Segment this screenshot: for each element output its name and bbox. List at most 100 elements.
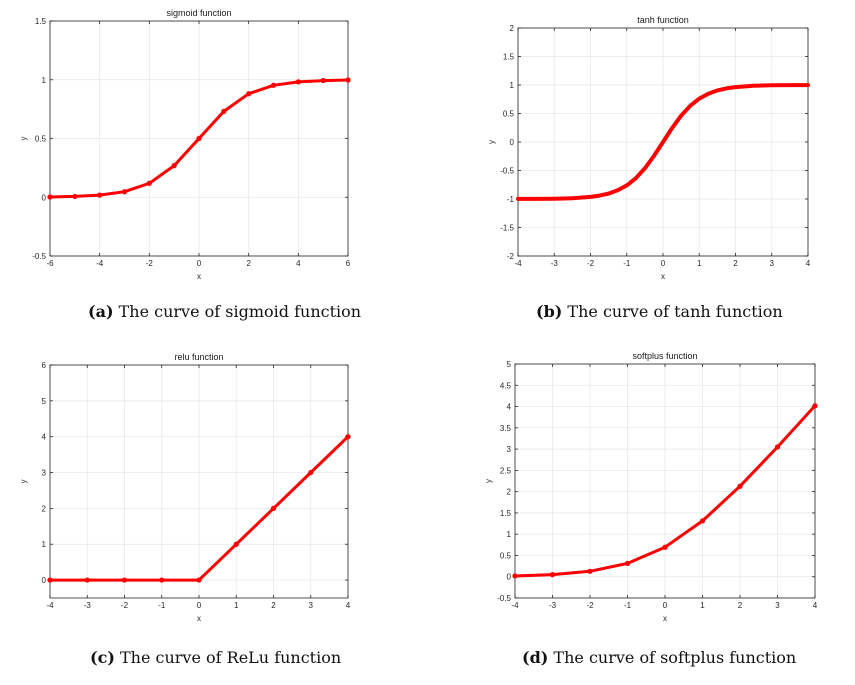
relu-point-4: [196, 577, 202, 583]
sigmoid-point-0: [47, 194, 53, 200]
softplus-xtick-label-6: 2: [738, 601, 743, 610]
softplus-ytick-label-10: 4.5: [500, 381, 512, 390]
softplus-xtick-label-0: -4: [511, 601, 519, 610]
relu-point-5: [233, 541, 239, 547]
tanh-series-line: [516, 83, 810, 201]
softplus-ytick-label-11: 5: [507, 360, 512, 369]
tanh-chart: -4 -3 -2 -1 0 1 2 3 4 -2 -1.5 -1 -0.5 0 0.5 1 1.5 2 x y tanh…: [487, 15, 811, 281]
relu-point-3: [159, 577, 165, 583]
tanh-xtick-label-8: 4: [806, 259, 811, 268]
tanh-xtick-label-1: -3: [551, 259, 559, 268]
softplus-point-3: [624, 560, 631, 567]
softplus-xtick-label-1: -3: [549, 601, 557, 610]
softplus-xtick-label-3: -1: [624, 601, 632, 610]
softplus-point-5: [699, 518, 706, 524]
tanh-ytick-label-8: 2: [510, 24, 515, 33]
caption-a: (a) The curve of sigmoid function: [88, 302, 361, 321]
relu-xtick-label-8: 4: [346, 601, 351, 610]
relu-xtick-label-5: 1: [234, 601, 239, 610]
relu-xtick-label-7: 3: [309, 601, 314, 610]
softplus-ytick-label-9: 4: [507, 403, 512, 412]
caption-c: (c) The curve of ReLu function: [90, 648, 341, 667]
relu-xtick-label-0: -4: [46, 601, 54, 610]
softplus-title: softplus function: [632, 351, 697, 361]
softplus-ytick-label-5: 2: [507, 488, 512, 497]
caption-d: (d) The curve of softplus function: [522, 648, 796, 667]
sigmoid-xtick-label-1: -4: [96, 259, 104, 268]
sigmoid-xtick-label-0: -6: [46, 259, 54, 268]
caption-c-text: The curve of ReLu function: [114, 648, 342, 667]
softplus-point-1: [549, 572, 556, 578]
softplus-ytick-label-7: 3: [507, 445, 512, 454]
tanh-ytick-label-0: -2: [507, 252, 515, 261]
tanh-ytick-label-3: -0.5: [500, 167, 514, 176]
relu-xtick-label-1: -3: [84, 601, 92, 610]
relu-chart: -4 -3 -2 -1 0 1 2 3 4 0 1 2 3 4 5 6 x y relu function: [19, 352, 351, 623]
softplus-point-4: [662, 544, 668, 550]
relu-xtick-label-4: 0: [197, 601, 202, 610]
relu-ytick-label-4: 4: [42, 433, 47, 442]
caption-d-label: (d): [522, 648, 549, 667]
sigmoid-point-6: [196, 135, 202, 142]
relu-point-2: [121, 577, 128, 583]
softplus-point-7: [774, 444, 781, 450]
softplus-point-2: [587, 568, 593, 574]
softplus-xtick-label-4: 0: [663, 601, 668, 610]
relu-ytick-label-1: 1: [42, 540, 47, 549]
sigmoid-ytick-label-2: 0.5: [35, 135, 47, 144]
tanh-ytick-label-5: 0.5: [503, 110, 515, 119]
relu-ytick-label-0: 0: [42, 576, 47, 585]
sigmoid-title: sigmoid function: [166, 8, 231, 18]
softplus-ytick-label-2: 0.5: [500, 551, 512, 560]
softplus-ytick-label-4: 1.5: [500, 509, 512, 518]
caption-b: (b) The curve of tanh function: [536, 302, 783, 321]
sigmoid-point-2: [97, 192, 103, 198]
relu-point-6: [270, 505, 277, 511]
sigmoid-chart: -6 -4 -2 0 2 4 6 -0.5 0 0.5 1 1.5 x y sigmoid function: [19, 8, 351, 281]
softplus-xtick-label-2: -2: [586, 601, 594, 610]
caption-a-label: (a): [88, 302, 114, 321]
softplus-ylabel: y: [484, 479, 493, 483]
caption-d-text: The curve of softplus function: [548, 648, 797, 667]
caption-b-text: The curve of tanh function: [562, 302, 783, 321]
tanh-ylabel: y: [487, 140, 496, 144]
softplus-chart: -4 -3 -2 -1 0 1 2 3 4 -0.5 0 0.5 1 1.5 2 2.5 3 3.5 4 4.5 5 x y…: [484, 351, 818, 623]
sigmoid-xlabel: x: [197, 272, 201, 281]
sigmoid-xtick-label-4: 2: [246, 259, 251, 268]
softplus-xtick-label-8: 4: [813, 601, 818, 610]
tanh-xtick-label-2: -2: [587, 259, 595, 268]
tanh-xlabel: x: [661, 272, 665, 281]
relu-ytick-label-5: 5: [42, 397, 47, 406]
relu-ylabel: y: [19, 480, 28, 484]
sigmoid-point-9: [270, 82, 277, 88]
tanh-xtick-label-4: 0: [661, 259, 666, 268]
tanh-ytick-label-4: 0: [510, 138, 515, 147]
sigmoid-point-5: [171, 163, 177, 169]
sigmoid-xtick-label-6: 6: [346, 259, 351, 268]
sigmoid-ytick-label-4: 1.5: [35, 17, 47, 26]
softplus-ytick-label-6: 2.5: [500, 466, 512, 475]
relu-title: relu function: [174, 352, 223, 362]
tanh-xtick-label-5: 1: [697, 259, 702, 268]
sigmoid-point-1: [72, 193, 78, 200]
tanh-title: tanh function: [637, 15, 689, 25]
sigmoid-xtick-label-5: 4: [296, 259, 301, 268]
softplus-xtick-label-7: 3: [775, 601, 780, 610]
relu-point-8: [345, 434, 351, 440]
softplus-point-0: [512, 573, 518, 579]
relu-ytick-label-2: 2: [42, 504, 47, 513]
tanh-xtick-label-7: 3: [770, 259, 775, 268]
softplus-point-8: [812, 403, 818, 409]
relu-point-0: [47, 577, 53, 583]
sigmoid-point-10: [295, 79, 301, 85]
softplus-ytick-label-0: -0.5: [497, 594, 511, 603]
relu-ytick-label-3: 3: [42, 469, 47, 478]
softplus-ytick-label-1: 0: [507, 573, 512, 582]
sigmoid-point-7: [221, 108, 227, 114]
relu-ytick-label-6: 6: [42, 361, 47, 370]
softplus-ytick-label-3: 1: [507, 530, 512, 539]
relu-xlabel: x: [197, 614, 201, 623]
softplus-xtick-label-5: 1: [700, 601, 705, 610]
sigmoid-point-12: [345, 77, 351, 83]
